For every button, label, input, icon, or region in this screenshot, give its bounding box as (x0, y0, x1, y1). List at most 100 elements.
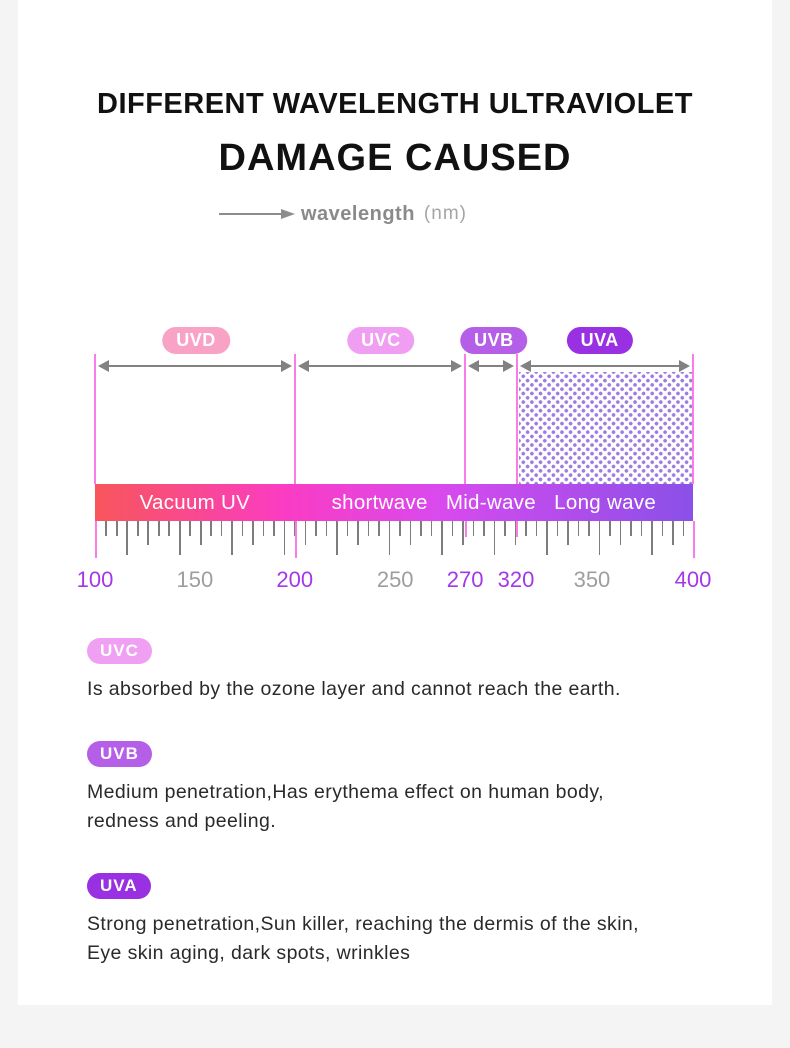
scale-number-350: 350 (573, 567, 611, 592)
ruler-tick (304, 521, 307, 545)
spectrum-bar: Vacuum UV shortwave Mid-wave Long wave (95, 484, 693, 521)
ruler-tick (588, 521, 590, 536)
band-badge-uvc: UVC (347, 327, 415, 354)
arrow-line (308, 365, 452, 367)
ruler-tick (231, 521, 233, 555)
ruler-tick-highlight (465, 521, 468, 537)
ruler-tick (336, 521, 338, 555)
segment-label-uva: Long wave (554, 491, 657, 514)
ruler-tick-highlight (294, 521, 297, 558)
ruler-tick (640, 521, 643, 536)
arrow-left-icon (297, 360, 309, 372)
ruler-tick (535, 521, 538, 536)
ruler-tick (556, 521, 559, 536)
section-uvc: UVC Is absorbed by the ozone layer and ca… (87, 638, 772, 704)
segment-arrow (98, 360, 292, 372)
section-text-line: Eye skin aging, dark spots, wrinkles (87, 942, 411, 964)
ruler-tick (651, 521, 653, 555)
arrow-left-icon (520, 360, 532, 372)
section-uva: UVA Strong penetration,Sun killer, reachi… (87, 873, 772, 968)
ruler-tick (504, 521, 506, 536)
uva-pattern-area (519, 372, 693, 484)
arrow-right-icon (678, 360, 690, 372)
ruler-tick (430, 521, 433, 536)
segment-arrow (468, 360, 515, 372)
ruler-tick (420, 521, 422, 536)
arrow-right-icon (503, 360, 515, 372)
ruler-tick (157, 521, 160, 536)
scale-number-200: 200 (276, 567, 314, 592)
ruler-tick (399, 521, 401, 536)
ruler-tick (210, 521, 212, 536)
arrow-line (479, 365, 504, 367)
band-badge-uva: UVA (566, 327, 633, 354)
page-title-line2: DAMAGE CAUSED (218, 137, 572, 179)
ruler-tick (661, 521, 664, 536)
scale-number-400: 400 (674, 567, 712, 592)
ruler-tick (220, 521, 223, 536)
ruler-tick (577, 521, 580, 536)
ruler-tick-highlight (693, 521, 695, 558)
ruler-tick (346, 521, 349, 536)
ruler-tick (672, 521, 674, 545)
ruler (95, 521, 695, 559)
wavelength-axis: wavelength (nm) (0, 202, 720, 226)
arrow-right-icon (280, 360, 292, 372)
ruler-tick (493, 521, 496, 555)
section-text-line: Strong penetration,Sun killer, reaching … (87, 913, 639, 935)
axis-arrow-line (219, 213, 281, 215)
ruler-tick (567, 521, 569, 545)
scale-number-270: 270 (446, 567, 484, 592)
ruler-tick (378, 521, 380, 536)
uv-diagram: UVD UVC UVB UVA Vacuum UV shortwave Mid-wave Lo… (77, 327, 712, 593)
boundary-line (293, 354, 296, 484)
ruler-tick (483, 521, 485, 536)
arrow-left-icon (468, 360, 480, 372)
ruler-tick (136, 521, 139, 536)
ruler-tick (105, 521, 108, 536)
arrow-left-icon (98, 360, 109, 372)
arrow-line (531, 365, 679, 367)
ruler-tick (388, 521, 391, 555)
section-text-line: redness and peeling. (87, 810, 277, 832)
ruler-tick (262, 521, 265, 536)
ruler-tick (514, 521, 517, 545)
content-card: DIFFERENT WAVELENGTH ULTRAVIOLET DAMAGE … (18, 0, 772, 1005)
ruler-tick (598, 521, 601, 555)
scale-numbers: 100 150 200 250 270 320 350 400 (77, 567, 712, 593)
boundary-line (94, 354, 96, 484)
ruler-tick (199, 521, 202, 545)
ruler-tick (252, 521, 254, 545)
ruler-tick (682, 521, 685, 536)
ruler-tick (472, 521, 475, 536)
section-text-line: Is absorbed by the ozone layer and canno… (87, 678, 621, 700)
scale-number-320: 320 (497, 567, 535, 592)
segment-arrow (520, 360, 690, 372)
ruler-tick (441, 521, 443, 555)
section-badge-uvc: UVC (87, 638, 152, 664)
band-badge-uvb: UVB (460, 327, 528, 354)
boundary-line (464, 354, 467, 484)
ruler-tick (273, 521, 275, 536)
ruler-tick-highlight (95, 521, 97, 558)
scale-number-250: 250 (376, 567, 414, 592)
ruler-tick (409, 521, 412, 545)
section-text-line: Medium penetration,Has erythema effect o… (87, 781, 604, 803)
ruler-tick (189, 521, 191, 536)
page-title-line1: DIFFERENT WAVELENGTH ULTRAVIOLET (97, 88, 693, 120)
ruler-tick (283, 521, 286, 555)
segment-arrow (297, 360, 463, 372)
scale-number-100: 100 (76, 567, 114, 592)
right-arrow-icon (281, 209, 295, 219)
ruler-tick (546, 521, 548, 555)
segment-label-uvc: shortwave (331, 491, 428, 514)
section-badge-uva: UVA (87, 873, 151, 899)
ruler-tick (315, 521, 317, 536)
ruler-tick (367, 521, 370, 536)
ruler-tick (609, 521, 611, 536)
segment-label-uvd: Vacuum UV (139, 491, 251, 514)
ruler-tick (115, 521, 118, 536)
boundary-line (692, 354, 694, 484)
ruler-tick (619, 521, 622, 545)
